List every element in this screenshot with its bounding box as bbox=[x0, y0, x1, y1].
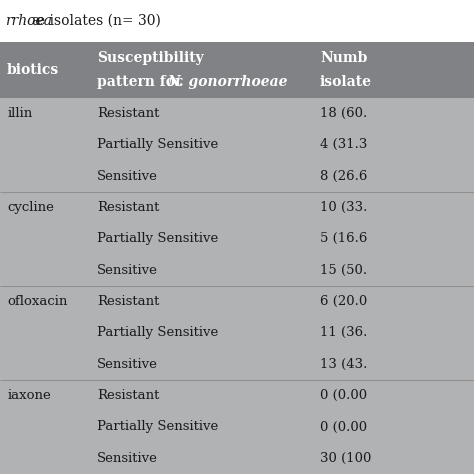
Text: 18 (60.: 18 (60. bbox=[320, 107, 367, 120]
Text: biotics: biotics bbox=[7, 63, 59, 77]
Bar bbox=[0, 0, 474, 42]
Bar bbox=[0, 129, 474, 160]
Text: 30 (100: 30 (100 bbox=[320, 452, 371, 465]
Text: Sensitive: Sensitive bbox=[97, 452, 158, 465]
Text: Sensitive: Sensitive bbox=[97, 264, 158, 277]
Bar bbox=[0, 443, 474, 474]
Text: 4 (31.3: 4 (31.3 bbox=[320, 138, 367, 151]
Text: Sensitive: Sensitive bbox=[97, 170, 158, 182]
Text: Resistant: Resistant bbox=[97, 107, 160, 120]
Bar bbox=[0, 98, 474, 129]
Text: rrhoea: rrhoea bbox=[5, 14, 52, 28]
Text: Partially Sensitive: Partially Sensitive bbox=[97, 327, 219, 339]
Text: 6 (20.0: 6 (20.0 bbox=[320, 295, 367, 308]
Text: 8 (26.6: 8 (26.6 bbox=[320, 170, 367, 182]
Text: Partially Sensitive: Partially Sensitive bbox=[97, 420, 219, 433]
Text: 13 (43.: 13 (43. bbox=[320, 358, 367, 371]
Text: pattern for: pattern for bbox=[97, 75, 187, 89]
Bar bbox=[0, 411, 474, 443]
Bar bbox=[0, 223, 474, 255]
Text: Partially Sensitive: Partially Sensitive bbox=[97, 232, 219, 245]
Text: Susceptibility: Susceptibility bbox=[97, 52, 204, 65]
Bar bbox=[0, 348, 474, 380]
Bar bbox=[0, 42, 474, 98]
Bar bbox=[0, 317, 474, 348]
Text: iaxone: iaxone bbox=[7, 389, 51, 402]
Text: Sensitive: Sensitive bbox=[97, 358, 158, 371]
Bar bbox=[0, 255, 474, 286]
Bar bbox=[0, 192, 474, 223]
Text: æ isolates (n= 30): æ isolates (n= 30) bbox=[32, 14, 161, 28]
Text: 10 (33.: 10 (33. bbox=[320, 201, 367, 214]
Text: 15 (50.: 15 (50. bbox=[320, 264, 367, 277]
Text: N. gonorrhoeae: N. gonorrhoeae bbox=[167, 75, 288, 89]
Text: 5 (16.6: 5 (16.6 bbox=[320, 232, 367, 245]
Bar bbox=[0, 286, 474, 317]
Text: 0 (0.00: 0 (0.00 bbox=[320, 420, 367, 433]
Text: Numb: Numb bbox=[320, 52, 367, 65]
Text: isolate: isolate bbox=[320, 75, 372, 89]
Text: 11 (36.: 11 (36. bbox=[320, 327, 367, 339]
Text: Resistant: Resistant bbox=[97, 295, 160, 308]
Text: 0 (0.00: 0 (0.00 bbox=[320, 389, 367, 402]
Bar bbox=[0, 160, 474, 192]
Text: Resistant: Resistant bbox=[97, 389, 160, 402]
Text: Resistant: Resistant bbox=[97, 201, 160, 214]
Text: ofloxacin: ofloxacin bbox=[7, 295, 67, 308]
Text: Partially Sensitive: Partially Sensitive bbox=[97, 138, 219, 151]
Text: illin: illin bbox=[7, 107, 32, 120]
Bar bbox=[0, 380, 474, 411]
Text: cycline: cycline bbox=[7, 201, 54, 214]
